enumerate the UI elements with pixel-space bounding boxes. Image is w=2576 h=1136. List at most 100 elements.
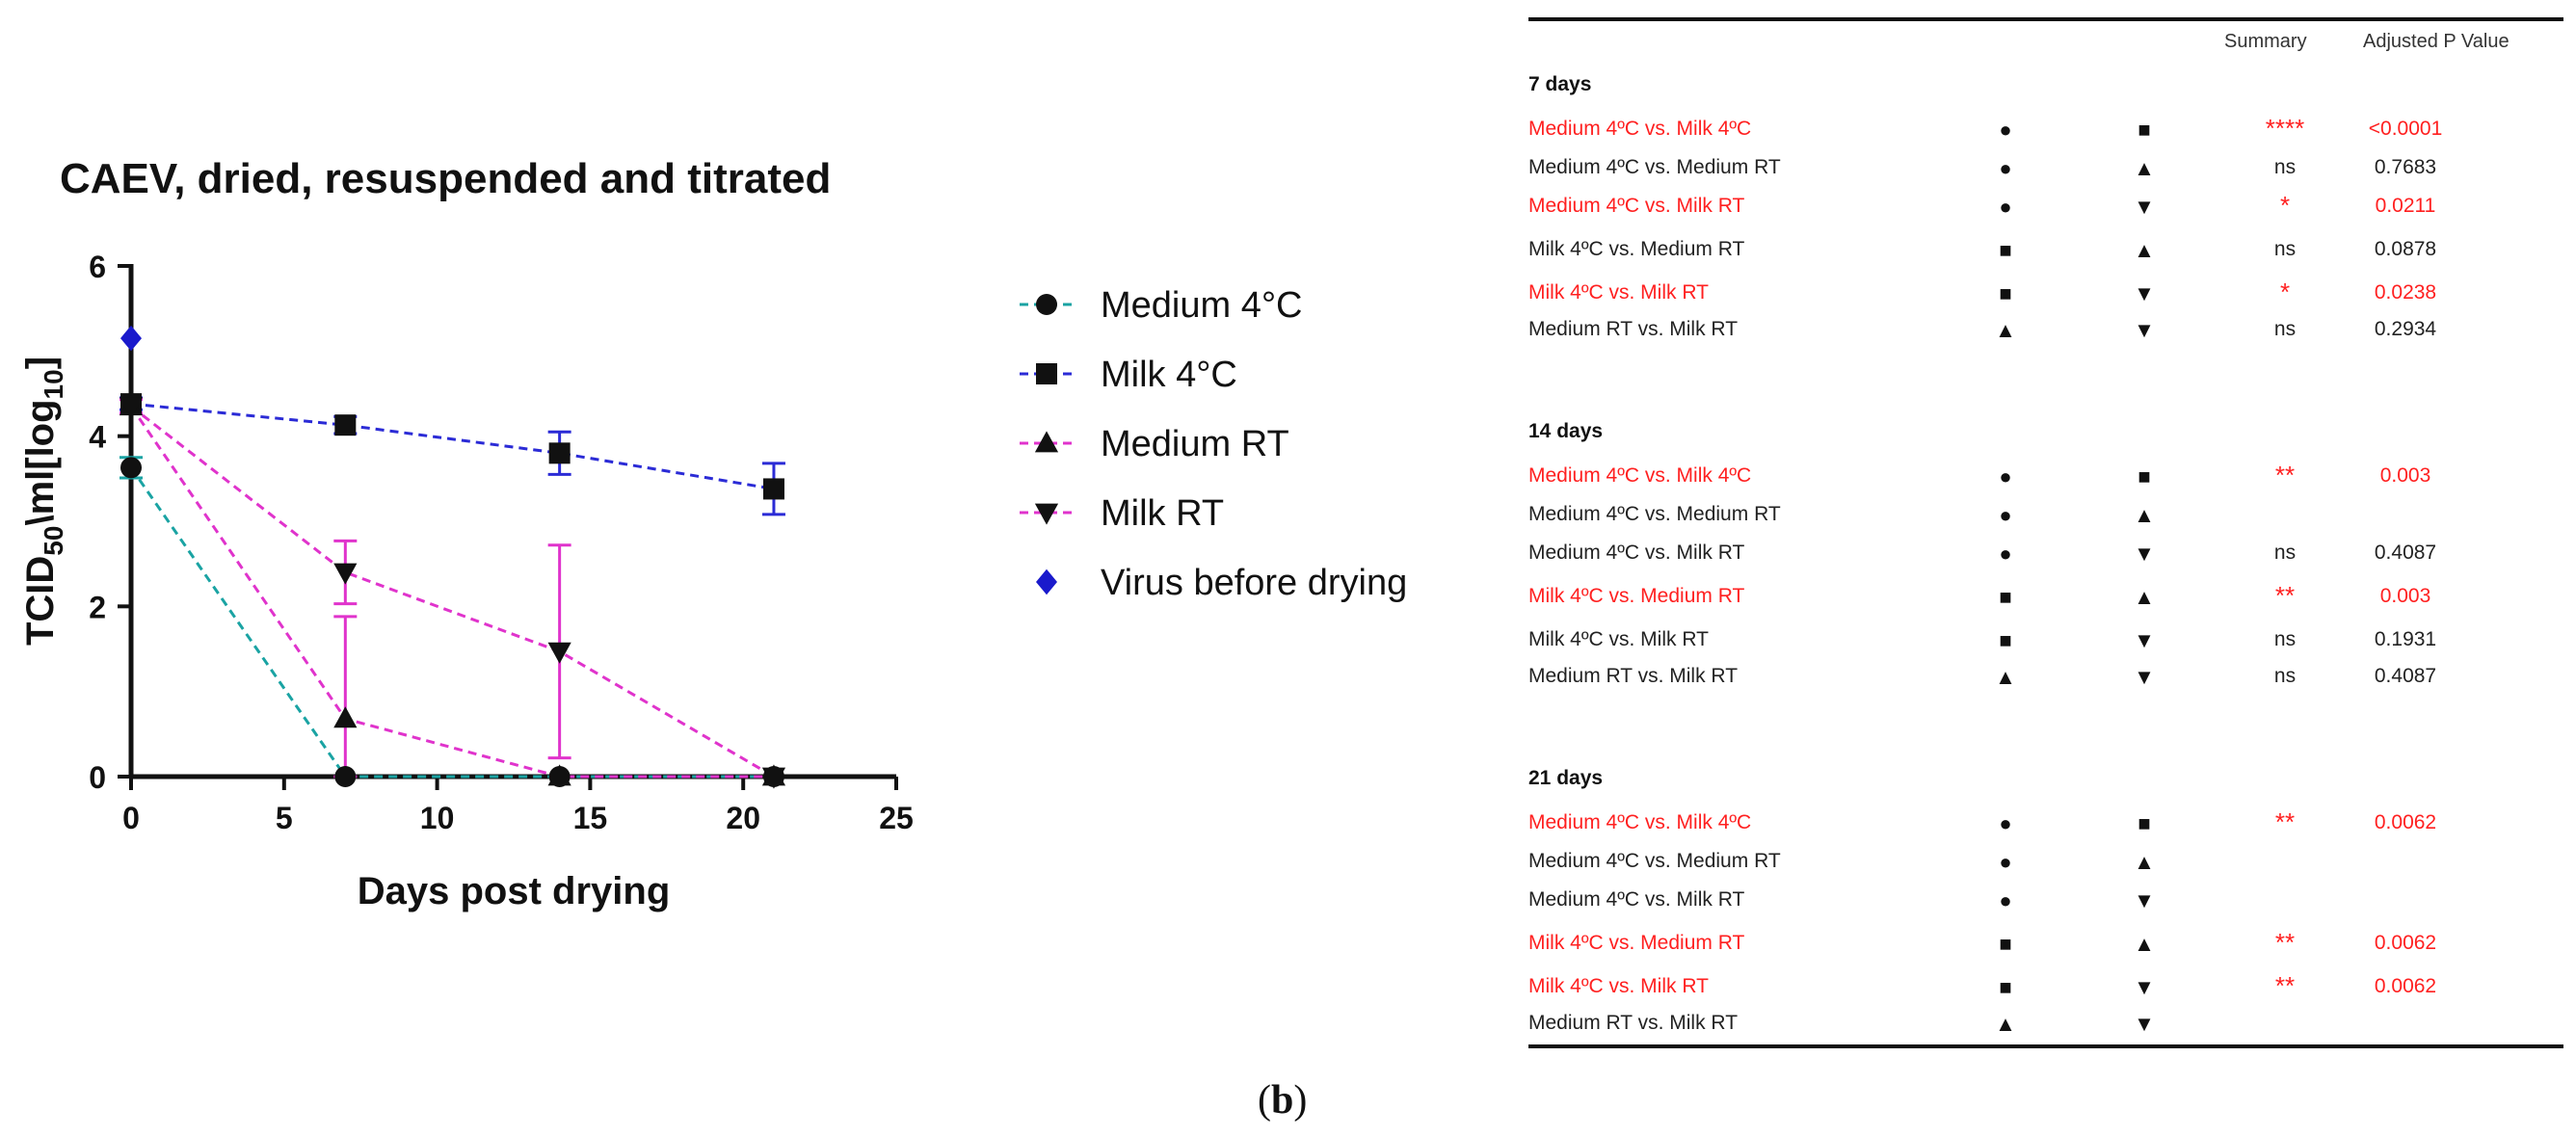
table-row: Medium 4ºC vs. Milk RT ● ▼ xyxy=(1528,888,2563,921)
table-row: Milk 4ºC vs. Milk RT ■ ▼ ns 0.1931 xyxy=(1528,628,2563,661)
table-row: Medium RT vs. Milk RT ▲ ▼ ns 0.4087 xyxy=(1528,665,2563,698)
comparison-label: Milk 4ºC vs. Medium RT xyxy=(1528,585,1745,607)
group-symbol-1: ▲ xyxy=(1995,665,2016,689)
legend-label: Medium 4°C xyxy=(1101,285,1302,326)
table-bottom-rule xyxy=(1528,1044,2563,1048)
table-row: Medium 4ºC vs. Milk RT ● ▼ ns 0.4087 xyxy=(1528,542,2563,574)
comparison-label: Medium RT vs. Milk RT xyxy=(1528,318,1739,340)
data-point xyxy=(333,563,358,585)
group-symbol-1: ■ xyxy=(1999,975,2012,999)
comparison-label: Milk 4ºC vs. Milk RT xyxy=(1528,975,1709,997)
comparison-label: Medium 4ºC vs. Medium RT xyxy=(1528,850,1781,872)
legend-label: Medium RT xyxy=(1101,424,1289,464)
group-symbol-2: ▲ xyxy=(2134,238,2155,262)
adjusted-p-value: 0.003 xyxy=(2379,464,2431,487)
table-row: Milk 4ºC vs. Milk RT ■ ▼ ** 0.0062 xyxy=(1528,971,2563,1008)
significance-summary: * xyxy=(2279,191,2291,220)
significance-summary: ns xyxy=(2273,628,2297,650)
group-symbol-2: ▼ xyxy=(2134,888,2155,912)
comparison-label: Milk 4ºC vs. Medium RT xyxy=(1528,238,1745,260)
comparison-label: Medium RT vs. Milk RT xyxy=(1528,1012,1739,1034)
group-title: 7 days xyxy=(1528,73,1592,95)
adjusted-p-value: 0.0062 xyxy=(2374,932,2437,954)
comparison-label: Medium 4ºC vs. Milk 4ºC xyxy=(1528,811,1752,833)
comparison-label: Medium RT vs. Milk RT xyxy=(1528,665,1739,687)
group-title: 14 days xyxy=(1528,420,1604,442)
group-symbol-2: ▼ xyxy=(2134,195,2155,219)
data-point xyxy=(120,325,142,352)
table-row: Milk 4ºC vs. Medium RT ■ ▲ ns 0.0878 xyxy=(1528,238,2563,271)
significance-summary: ** xyxy=(2274,807,2296,836)
table-row: Milk 4ºC vs. Medium RT ■ ▲ ** 0.003 xyxy=(1528,581,2563,618)
group-symbol-1: ■ xyxy=(1999,585,2012,609)
group-symbol-1: ▲ xyxy=(1995,318,2016,342)
group-symbol-2: ■ xyxy=(2138,118,2151,142)
legend-marker xyxy=(1036,363,1057,384)
group-symbol-1: ■ xyxy=(1999,238,2012,262)
significance-summary: ** xyxy=(2274,971,2296,1000)
data-point xyxy=(120,457,142,479)
group-symbol-1: ● xyxy=(1999,156,2012,180)
y-tick-label: 4 xyxy=(89,420,106,455)
adjusted-p-value: 0.4087 xyxy=(2374,542,2437,564)
significance-summary: ** xyxy=(2274,928,2296,957)
legend-marker xyxy=(1036,568,1057,595)
group-symbol-2: ▼ xyxy=(2134,1012,2155,1036)
comparison-label: Medium 4ºC vs. Milk 4ºC xyxy=(1528,118,1752,140)
chart-title: CAEV, dried, resuspended and titrated xyxy=(60,155,831,202)
group-symbol-2: ▼ xyxy=(2134,665,2155,689)
comparison-label: Medium 4ºC vs. Milk RT xyxy=(1528,888,1745,911)
panel-letter: b xyxy=(1271,1078,1294,1123)
adjusted-p-value: 0.003 xyxy=(2379,585,2431,607)
table-row: Medium 4ºC vs. Milk 4ºC ● ■ ** 0.0062 xyxy=(1528,807,2563,844)
x-tick-label: 10 xyxy=(420,801,455,835)
comparison-label: Milk 4ºC vs. Medium RT xyxy=(1528,932,1745,954)
legend-marker xyxy=(1036,294,1057,315)
significance-summary: ns xyxy=(2273,542,2297,564)
legend-label: Milk RT xyxy=(1101,493,1224,534)
group-symbol-1: ● xyxy=(1999,464,2012,489)
comparison-label: Medium 4ºC vs. Medium RT xyxy=(1528,156,1781,178)
y-tick-label: 0 xyxy=(89,760,106,795)
group-symbol-2: ▲ xyxy=(2134,585,2155,609)
table-row: Medium 4ºC vs. Medium RT ● ▲ xyxy=(1528,503,2563,536)
table-row: Milk 4ºC vs. Milk RT ■ ▼ * 0.0238 xyxy=(1528,277,2563,314)
group-symbol-1: ● xyxy=(1999,195,2012,219)
data-point xyxy=(334,414,357,436)
statistics-table: Summary Adjusted P Value 7 days Medium 4º… xyxy=(1528,17,2563,1050)
pvalue-header: Adjusted P Value xyxy=(2363,31,2510,52)
data-point xyxy=(333,706,358,728)
data-point xyxy=(762,478,784,500)
legend-marker xyxy=(1034,503,1059,525)
data-point xyxy=(547,642,571,664)
significance-summary: ns xyxy=(2273,156,2297,178)
data-point xyxy=(548,442,571,464)
group-symbol-1: ■ xyxy=(1999,932,2012,956)
legend-marker xyxy=(1034,431,1059,453)
data-point xyxy=(119,397,144,419)
comparison-label: Medium 4ºC vs. Milk 4ºC xyxy=(1528,464,1752,487)
series-line xyxy=(129,466,774,779)
x-axis-label: Days post drying xyxy=(358,870,671,912)
x-tick-label: 20 xyxy=(726,801,760,835)
group-symbol-1: ● xyxy=(1999,888,2012,912)
x-tick-label: 15 xyxy=(573,801,608,835)
group-symbol-1: ■ xyxy=(1999,628,2012,652)
comparison-label: Medium 4ºC vs. Milk RT xyxy=(1528,542,1745,564)
table-row: Medium RT vs. Milk RT ▲ ▼ ns 0.2934 xyxy=(1528,318,2563,351)
adjusted-p-value: 0.2934 xyxy=(2374,318,2437,340)
legend-label: Virus before drying xyxy=(1101,563,1407,603)
y-label-sub1: 50 xyxy=(39,526,68,556)
significance-summary: ns xyxy=(2273,238,2297,260)
table-row: Medium 4ºC vs. Milk RT ● ▼ * 0.0211 xyxy=(1528,191,2563,227)
significance-summary: ns xyxy=(2273,665,2297,687)
group-symbol-2: ■ xyxy=(2138,811,2151,835)
group-symbol-1: ■ xyxy=(1999,281,2012,305)
group-symbol-2: ▼ xyxy=(2134,975,2155,999)
group-symbol-1: ● xyxy=(1999,542,2012,566)
comparison-label: Medium 4ºC vs. Milk RT xyxy=(1528,195,1745,217)
group-symbol-2: ▲ xyxy=(2134,850,2155,874)
adjusted-p-value: 0.0878 xyxy=(2374,238,2437,260)
group-symbol-2: ▼ xyxy=(2134,542,2155,566)
adjusted-p-value: 0.1931 xyxy=(2374,628,2437,650)
